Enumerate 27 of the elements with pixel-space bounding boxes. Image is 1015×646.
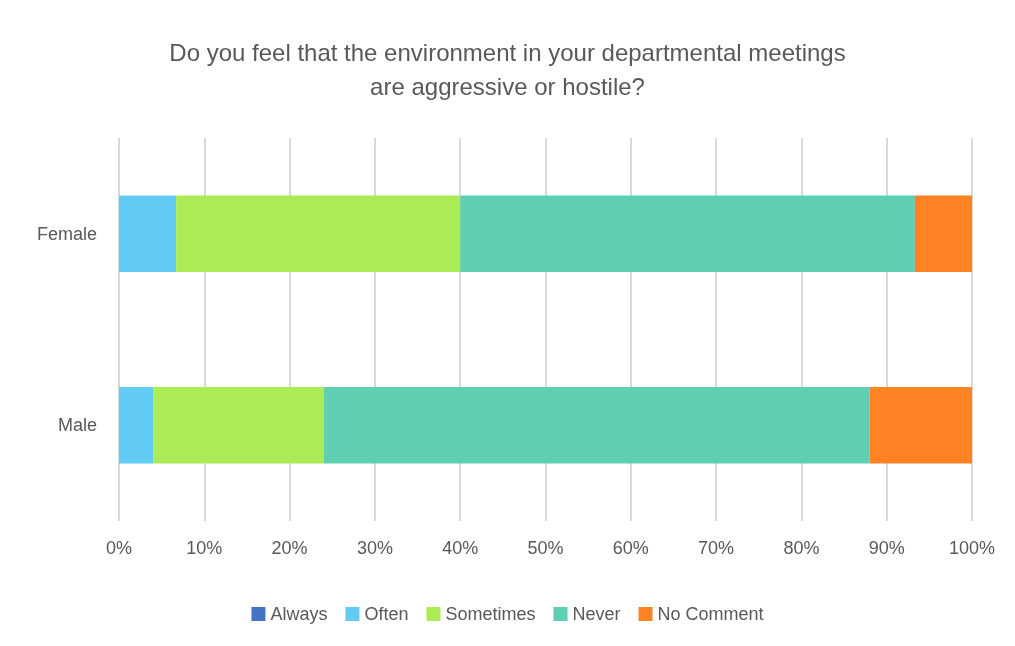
bar	[153, 386, 324, 464]
x-tick-label: 60%	[612, 538, 649, 558]
bar	[914, 195, 972, 273]
bar	[176, 195, 461, 273]
chart-title: Do you feel that the environment in your departmental meetings are aggressive or hostile?	[169, 38, 846, 100]
legend-label: No Comment	[657, 604, 764, 624]
x-tick-label: 20%	[271, 538, 308, 558]
y-tick-label: Male	[57, 415, 97, 436]
x-tick-label: 50%	[527, 538, 564, 558]
bar	[869, 386, 972, 464]
x-tick-label: 70%	[698, 538, 735, 558]
legend-label: Never	[572, 604, 621, 624]
bar	[119, 386, 154, 464]
legend-label: Always	[270, 604, 328, 624]
bar	[323, 386, 870, 464]
x-tick-label: 80%	[783, 538, 820, 558]
x-tick-label: 40%	[442, 538, 479, 558]
x-tick-label: 10%	[186, 538, 223, 558]
x-tick-label: 90%	[868, 538, 905, 558]
bar	[460, 195, 915, 273]
bar	[119, 195, 177, 273]
x-tick-label: 0%	[105, 538, 133, 558]
y-tick-label: Female	[36, 223, 97, 244]
x-tick-label: 100%	[948, 538, 996, 558]
x-tick-label: 30%	[356, 538, 393, 558]
legend-label: Often	[364, 604, 409, 624]
legend-label: Sometimes	[445, 604, 536, 624]
